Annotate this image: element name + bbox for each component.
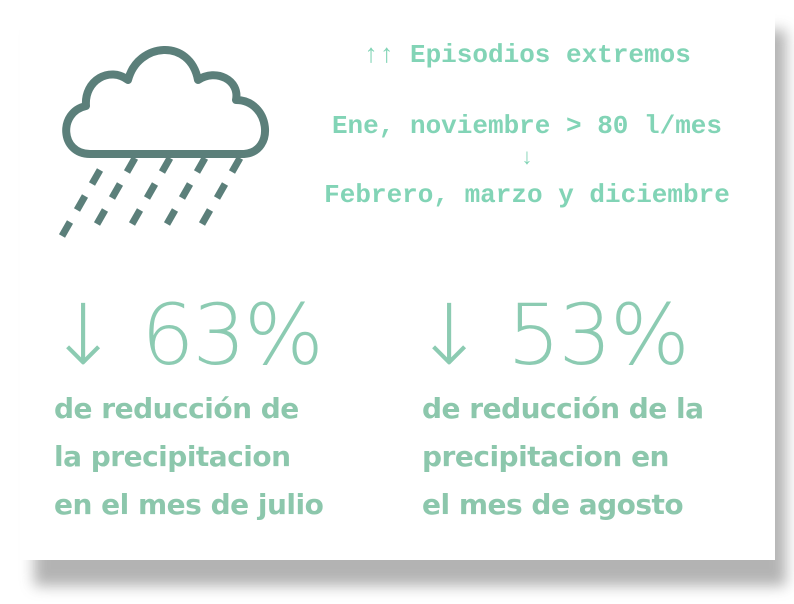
header-line: Ene, noviembre > 80 l/mes [331, 111, 723, 141]
stat-text: precipitacion en [422, 440, 670, 473]
header-line: ↑↑ Episodios extremos [363, 40, 691, 70]
stat-figure: ↓ 53% [414, 286, 690, 384]
card [20, 14, 775, 560]
header-line: Febrero, marzo y diciembre [324, 180, 730, 210]
stat-text: el mes de agosto [422, 488, 684, 521]
stat-text: de reducción de la [422, 392, 704, 425]
stat-text: en el mes de julio [54, 488, 324, 521]
rain-cloud-icon [58, 46, 270, 238]
stat-figure: ↓ 63% [48, 286, 324, 384]
stat-text: la precipitacion [54, 440, 291, 473]
header-arrow: ↓ [520, 146, 534, 171]
stat-text: de reducción de [54, 392, 299, 425]
